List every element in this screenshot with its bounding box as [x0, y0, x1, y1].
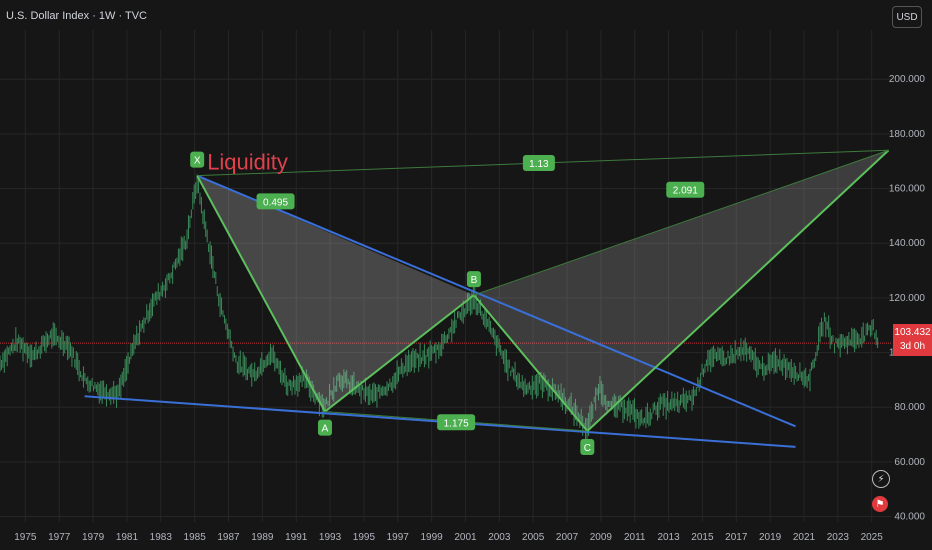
last-price-value: 103.432 [894, 327, 931, 338]
x-tick-label: 2005 [522, 532, 545, 543]
x-tick-label: 2001 [454, 532, 477, 543]
pattern-leg [196, 175, 326, 413]
x-tick-label: 2017 [725, 532, 748, 543]
x-tick-label: 1995 [353, 532, 376, 543]
ratio-line-bd [473, 149, 889, 296]
pattern-leg [473, 294, 589, 432]
ratio-label-ac-bg [437, 414, 476, 431]
x-tick-label: 2011 [624, 532, 646, 543]
last-price-tag: 103.432 3d 0h [893, 324, 932, 356]
us-flag-icon[interactable]: ⚑ [872, 496, 888, 512]
x-tick-label: 1989 [251, 532, 274, 543]
trendline-1 [196, 174, 796, 428]
x-tick-label: 2003 [488, 532, 511, 543]
y-tick-label: 120.000 [889, 293, 926, 304]
ratio-label-bd-bg [666, 181, 705, 198]
ratio-label-ac: 1.175 [444, 418, 469, 429]
x-tick-label: 1985 [184, 532, 207, 543]
x-tick-label: 2023 [827, 532, 850, 543]
pivot-label-c-bg [580, 438, 595, 455]
pattern-fill-xab [197, 175, 474, 412]
x-tick-label: 2021 [793, 532, 816, 543]
y-tick-label: 80.000 [894, 402, 925, 413]
x-tick-label: 2015 [691, 532, 714, 543]
ratio-label-xb: 0.495 [263, 197, 288, 208]
x-tick-label: 2013 [657, 532, 680, 543]
pattern-leg [324, 294, 475, 413]
pattern-fill-bcd [473, 150, 889, 431]
x-tick-label: 1983 [150, 532, 173, 543]
x-tick-label: 1975 [14, 532, 37, 543]
x-tick-label: 1991 [285, 532, 308, 543]
chart-title: U.S. Dollar Index · 1W · TVC [6, 10, 147, 22]
x-tick-label: 2007 [556, 532, 579, 543]
x-tick-label: 1999 [420, 532, 443, 543]
pivot-label-c: C [584, 443, 591, 454]
y-tick-label: 140.000 [889, 238, 926, 249]
pivot-label-b: B [471, 275, 478, 286]
x-tick-label: 1997 [387, 532, 410, 543]
x-tick-label: 1987 [217, 532, 240, 543]
x-tick-label: 2009 [590, 532, 613, 543]
x-tick-label: 1977 [48, 532, 71, 543]
pivot-label-x-bg [190, 151, 205, 168]
pivot-label-x: X [194, 156, 201, 167]
y-tick-label: 180.000 [889, 129, 926, 140]
pivot-label-a: A [322, 424, 329, 435]
y-tick-label: 40.000 [894, 512, 925, 523]
currency-button[interactable]: USD [892, 6, 922, 28]
x-tick-label: 2019 [759, 532, 782, 543]
x-tick-label: 2025 [861, 532, 884, 543]
y-tick-label: 60.000 [894, 457, 925, 468]
y-tick-label: 160.000 [889, 184, 926, 195]
ratio-label-xd: 1.13 [529, 159, 549, 170]
bar-countdown: 3d 0h [899, 341, 926, 352]
x-tick-label: 1993 [319, 532, 342, 543]
ratio-label-bd: 2.091 [673, 186, 698, 197]
pivot-label-a-bg [317, 419, 332, 436]
ratio-label-xb-bg [256, 193, 295, 210]
y-tick-label: 200.000 [889, 74, 926, 85]
x-tick-label: 1981 [116, 532, 139, 543]
x-tick-label: 1979 [82, 532, 105, 543]
pivot-label-b-bg [466, 271, 481, 288]
ratio-label-xd-bg [522, 154, 555, 171]
pattern-leg [586, 149, 890, 432]
lightning-icon[interactable]: ⚡ [872, 470, 890, 488]
liquidity-annotation: Liquidity [207, 150, 288, 175]
